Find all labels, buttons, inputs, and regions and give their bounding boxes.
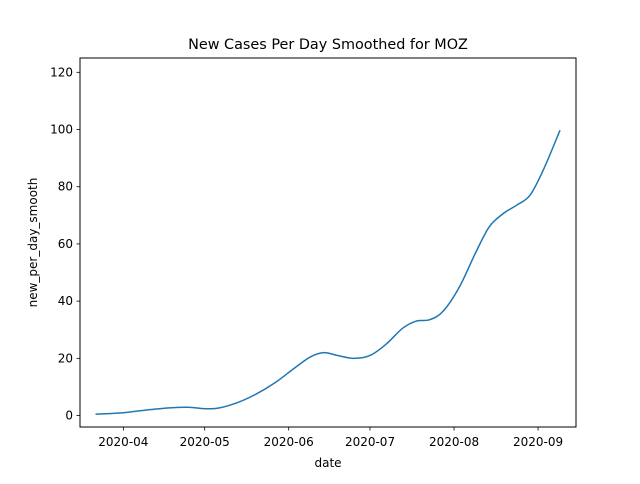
y-tick-label: 120 bbox=[50, 65, 73, 79]
y-tick-label: 60 bbox=[58, 237, 73, 251]
axes-layer: 0 20 40 60 80 100 120 2020-04 2020-05 2020-06 2020… bbox=[50, 65, 563, 449]
x-tick-label: 2020-07 bbox=[345, 435, 395, 449]
y-tick-label: 40 bbox=[58, 294, 73, 308]
x-tick-label: 2020-08 bbox=[429, 435, 479, 449]
series-line bbox=[95, 129, 561, 415]
x-tick-label: 2020-04 bbox=[98, 435, 148, 449]
chart-title: New Cases Per Day Smoothed for MOZ bbox=[188, 37, 468, 53]
y-axis-label: new_per_day_smooth bbox=[26, 178, 40, 308]
y-tick-label: 20 bbox=[58, 351, 73, 365]
x-tick-label: 2020-05 bbox=[180, 435, 230, 449]
plot-area bbox=[80, 58, 576, 427]
x-tick-label: 2020-06 bbox=[264, 435, 314, 449]
x-tick-label: 2020-09 bbox=[513, 435, 563, 449]
axes-frame bbox=[79, 57, 577, 428]
y-tick-label: 80 bbox=[58, 180, 73, 194]
x-axis-label: date bbox=[314, 456, 341, 470]
plot-layer bbox=[95, 129, 561, 415]
y-tick-label: 100 bbox=[50, 123, 73, 137]
y-tick-label: 0 bbox=[65, 409, 73, 423]
